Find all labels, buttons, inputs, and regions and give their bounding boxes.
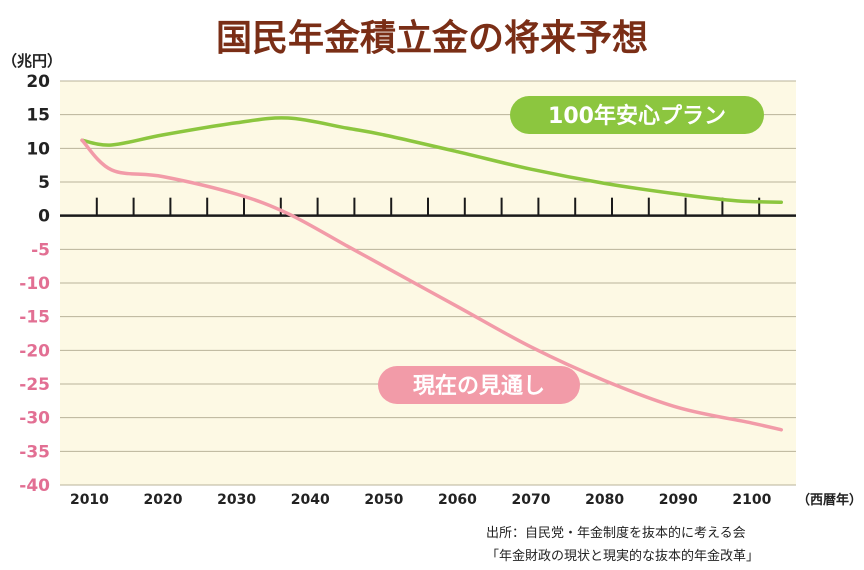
legend-pill-pink-label: 現在の見通し bbox=[413, 373, 545, 399]
x-tick-label-4: 2050 bbox=[364, 492, 403, 508]
source-line-1: 出所：自民党・年金制度を抜本的に考える会 bbox=[486, 525, 746, 541]
series-line-0 bbox=[80, 116, 784, 204]
series-lines bbox=[80, 116, 784, 432]
y-tick-label-11: -35 bbox=[19, 442, 50, 462]
y-tick-label-10: -30 bbox=[19, 409, 50, 429]
x-tick-label-2: 2030 bbox=[217, 492, 256, 508]
y-tick-label-5: -5 bbox=[31, 240, 50, 260]
y-tick-label-1: 15 bbox=[26, 106, 50, 126]
y-tick-label-6: -10 bbox=[19, 274, 50, 294]
x-tick-labels: 2010 2020 2030 2040 2050 2060 2070 2080 2090 2100 bbox=[70, 492, 772, 508]
y-tick-label-8: -20 bbox=[19, 341, 50, 361]
x-tick-label-5: 2060 bbox=[438, 492, 477, 508]
y-tick-label-7: -15 bbox=[19, 308, 50, 328]
x-tick-label-8: 2090 bbox=[659, 492, 698, 508]
y-tick-labels: 20 15 10 5 0 -5 -10 -15 -20 -25 -30 -35 -40 bbox=[19, 72, 50, 496]
source-line-2: 「年金財政の現状と現実的な抜本的年金改革」 bbox=[486, 548, 759, 564]
x-tick-label-3: 2040 bbox=[291, 492, 330, 508]
zero-axis bbox=[60, 197, 796, 217]
y-axis-unit: （兆円） bbox=[2, 52, 62, 70]
x-tick-label-0: 2010 bbox=[70, 492, 109, 508]
y-tick-label-0: 20 bbox=[26, 72, 50, 92]
x-axis-unit: （西暦年） bbox=[797, 492, 862, 508]
y-tick-label-2: 10 bbox=[26, 139, 50, 159]
legend-pill-green: 100年安心プラン bbox=[510, 96, 764, 134]
legend-pill-green-bg bbox=[510, 96, 764, 134]
y-tick-label-4: 0 bbox=[38, 207, 50, 227]
chart-title: 国民年金積立金の将来予想 bbox=[216, 17, 648, 59]
x-tick-label-9: 2100 bbox=[732, 492, 771, 508]
y-tick-label-9: -25 bbox=[19, 375, 50, 395]
legend-pill-pink-bg bbox=[378, 366, 580, 404]
legend-pill-green-label: 100年安心プラン bbox=[548, 103, 726, 129]
x-tick-label-1: 2020 bbox=[144, 492, 183, 508]
legend-pill-pink: 現在の見通し bbox=[378, 366, 580, 404]
x-tick-label-6: 2070 bbox=[512, 492, 551, 508]
series-line-1 bbox=[80, 138, 784, 432]
y-tick-label-12: -40 bbox=[19, 476, 50, 496]
y-tick-label-3: 5 bbox=[38, 173, 50, 193]
gridlines bbox=[60, 80, 796, 486]
x-tick-label-7: 2080 bbox=[585, 492, 624, 508]
